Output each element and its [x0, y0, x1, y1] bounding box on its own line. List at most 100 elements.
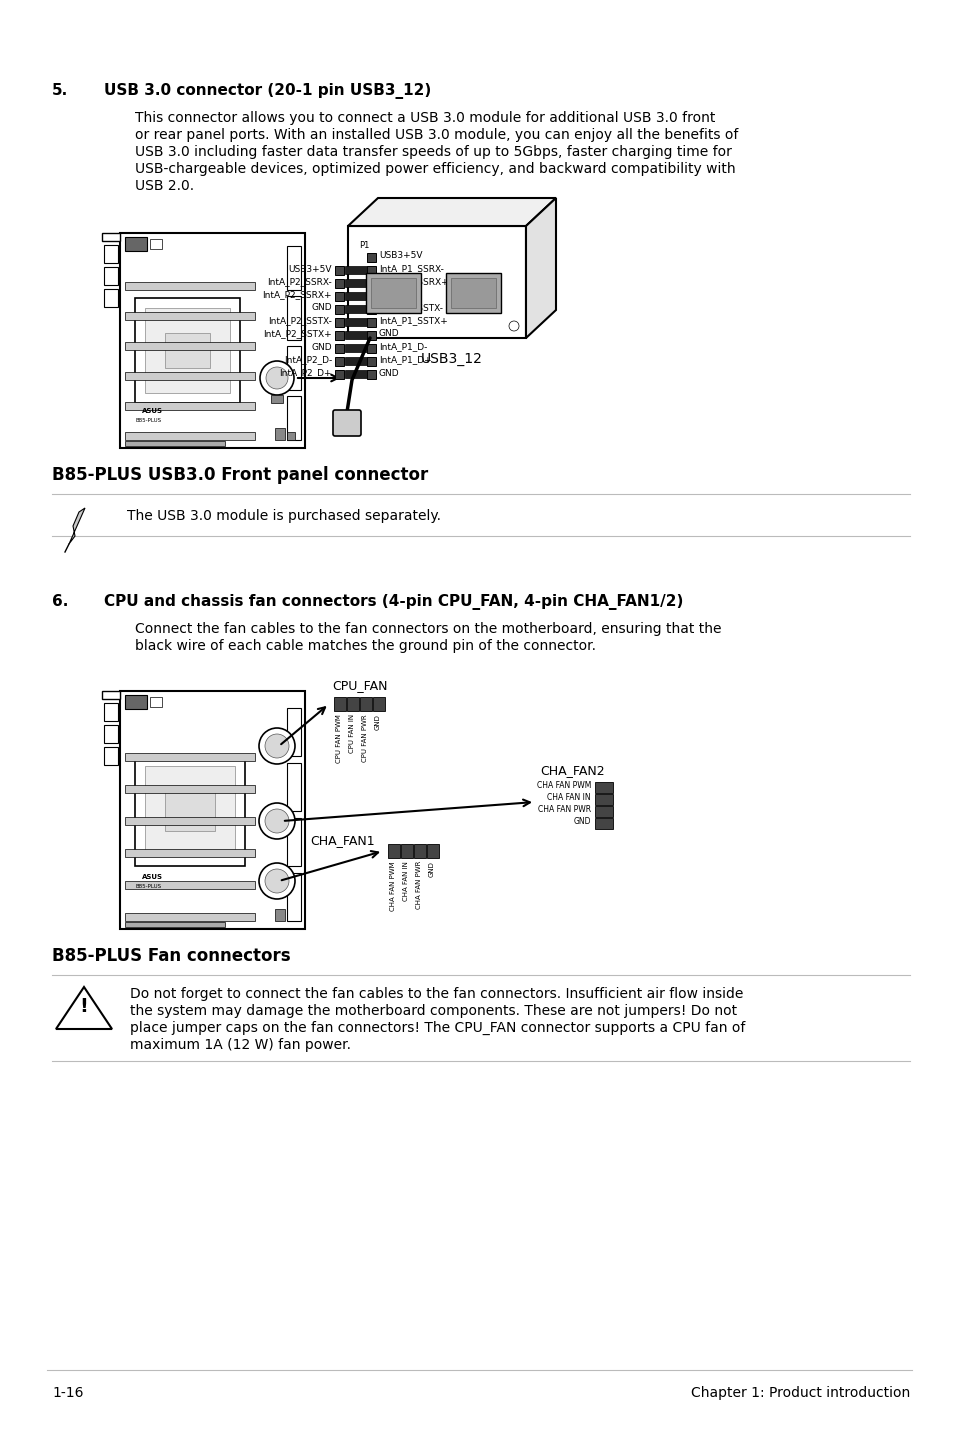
Bar	[274, 909, 285, 920]
Text: IntA_P1_SSRX+: IntA_P1_SSRX+	[378, 278, 448, 286]
Bar	[125, 848, 254, 857]
Text: CPU FAN PWR: CPU FAN PWR	[361, 715, 368, 762]
Text: CPU FAN PWM: CPU FAN PWM	[335, 715, 341, 764]
Text: USB 3.0 including faster data transfer speeds of up to 5Gbps, faster charging ti: USB 3.0 including faster data transfer s…	[135, 145, 731, 160]
Bar	[125, 312, 254, 321]
Bar	[345, 305, 367, 313]
Text: CHA FAN PWR: CHA FAN PWR	[537, 805, 590, 814]
Text: Do not forget to connect the fan cables to the fan connectors. Insufficient air : Do not forget to connect the fan cables …	[130, 986, 742, 1001]
Bar	[120, 233, 305, 449]
Bar	[104, 703, 118, 720]
Bar	[287, 818, 301, 866]
Bar	[335, 331, 344, 339]
Text: 6.: 6.	[52, 594, 69, 610]
Bar	[451, 278, 496, 308]
Text: USB 3.0 connector (20-1 pin USB3_12): USB 3.0 connector (20-1 pin USB3_12)	[104, 83, 431, 99]
Bar	[125, 785, 254, 792]
Text: CPU FAN IN: CPU FAN IN	[349, 715, 355, 754]
Text: GND: GND	[429, 861, 435, 877]
Bar	[287, 246, 301, 290]
Circle shape	[266, 367, 288, 390]
Bar	[287, 347, 301, 390]
Circle shape	[265, 733, 289, 758]
Bar	[165, 791, 214, 831]
Bar	[345, 331, 367, 339]
Text: IntA_P1_SSRX-: IntA_P1_SSRX-	[378, 265, 443, 273]
Bar	[102, 233, 120, 242]
Bar	[595, 818, 613, 828]
Text: black wire of each cable matches the ground pin of the connector.: black wire of each cable matches the gro…	[135, 638, 596, 653]
Bar	[345, 266, 367, 275]
Bar	[335, 266, 344, 275]
Text: IntA_P2_SSTX+: IntA_P2_SSTX+	[263, 329, 332, 338]
Bar	[287, 431, 294, 440]
Text: B85-PLUS USB3.0 Front panel connector: B85-PLUS USB3.0 Front panel connector	[52, 466, 428, 485]
Text: GND: GND	[378, 329, 399, 338]
Bar	[345, 279, 367, 288]
Bar	[371, 278, 416, 308]
Polygon shape	[56, 986, 112, 1030]
Text: CHA FAN PWM: CHA FAN PWM	[390, 861, 395, 910]
Bar	[125, 237, 147, 252]
Text: ASUS: ASUS	[142, 408, 163, 414]
Text: CHA FAN IN: CHA FAN IN	[402, 861, 409, 900]
Bar	[125, 441, 225, 446]
Bar	[135, 756, 245, 866]
Text: IntA_P1_D+: IntA_P1_D+	[378, 355, 431, 364]
Bar	[366, 273, 420, 313]
Bar	[345, 318, 367, 326]
Text: CPU_FAN: CPU_FAN	[332, 679, 387, 692]
Bar	[367, 357, 375, 367]
Bar	[104, 267, 118, 285]
Text: This connector allows you to connect a USB 3.0 module for additional USB 3.0 fro: This connector allows you to connect a U…	[135, 111, 715, 125]
Bar	[367, 305, 375, 313]
Bar	[274, 429, 285, 440]
Text: USB3_12: USB3_12	[420, 352, 482, 367]
Bar	[125, 372, 254, 380]
FancyBboxPatch shape	[333, 410, 360, 436]
Bar	[367, 266, 375, 275]
Text: IntA_P2_SSRX-: IntA_P2_SSRX-	[267, 278, 332, 286]
Bar	[287, 395, 301, 440]
Bar	[595, 807, 613, 817]
Bar	[125, 342, 254, 349]
Text: B85-PLUS: B85-PLUS	[136, 418, 162, 423]
Bar	[125, 817, 254, 825]
Text: CHA FAN PWM: CHA FAN PWM	[536, 781, 590, 791]
Text: IntA_P1_SSTX-: IntA_P1_SSTX-	[378, 303, 442, 312]
Bar	[145, 766, 234, 856]
Text: CHA FAN IN: CHA FAN IN	[547, 794, 590, 802]
Bar	[335, 357, 344, 367]
Bar	[335, 344, 344, 352]
Bar	[125, 695, 147, 709]
Bar	[165, 334, 210, 368]
Text: the system may damage the motherboard components. These are not jumpers! Do not: the system may damage the motherboard co…	[130, 1004, 737, 1018]
Text: IntA_P1_D-: IntA_P1_D-	[378, 342, 427, 351]
Circle shape	[509, 321, 518, 331]
Circle shape	[265, 810, 289, 833]
Text: USB-chargeable devices, optimized power efficiency, and backward compatibility w: USB-chargeable devices, optimized power …	[135, 162, 735, 175]
Text: USB 2.0.: USB 2.0.	[135, 178, 193, 193]
Bar	[388, 844, 399, 858]
Polygon shape	[69, 508, 85, 544]
Text: ASUS: ASUS	[142, 874, 163, 880]
Bar	[348, 226, 525, 338]
Text: The USB 3.0 module is purchased separately.: The USB 3.0 module is purchased separate…	[127, 509, 440, 523]
Text: USB3+5V: USB3+5V	[288, 265, 332, 273]
Bar	[104, 289, 118, 306]
Bar	[125, 403, 254, 410]
Text: GND: GND	[378, 290, 399, 299]
Bar	[367, 331, 375, 339]
Bar	[595, 794, 613, 805]
Text: GND: GND	[311, 303, 332, 312]
Bar	[367, 318, 375, 326]
Bar	[335, 292, 344, 301]
Bar	[287, 296, 301, 339]
Bar	[125, 881, 254, 889]
Bar	[125, 913, 254, 920]
Circle shape	[265, 869, 289, 893]
Bar	[345, 292, 367, 301]
Text: !: !	[79, 997, 89, 1017]
Text: CHA_FAN1: CHA_FAN1	[310, 834, 375, 847]
Bar	[287, 764, 301, 811]
